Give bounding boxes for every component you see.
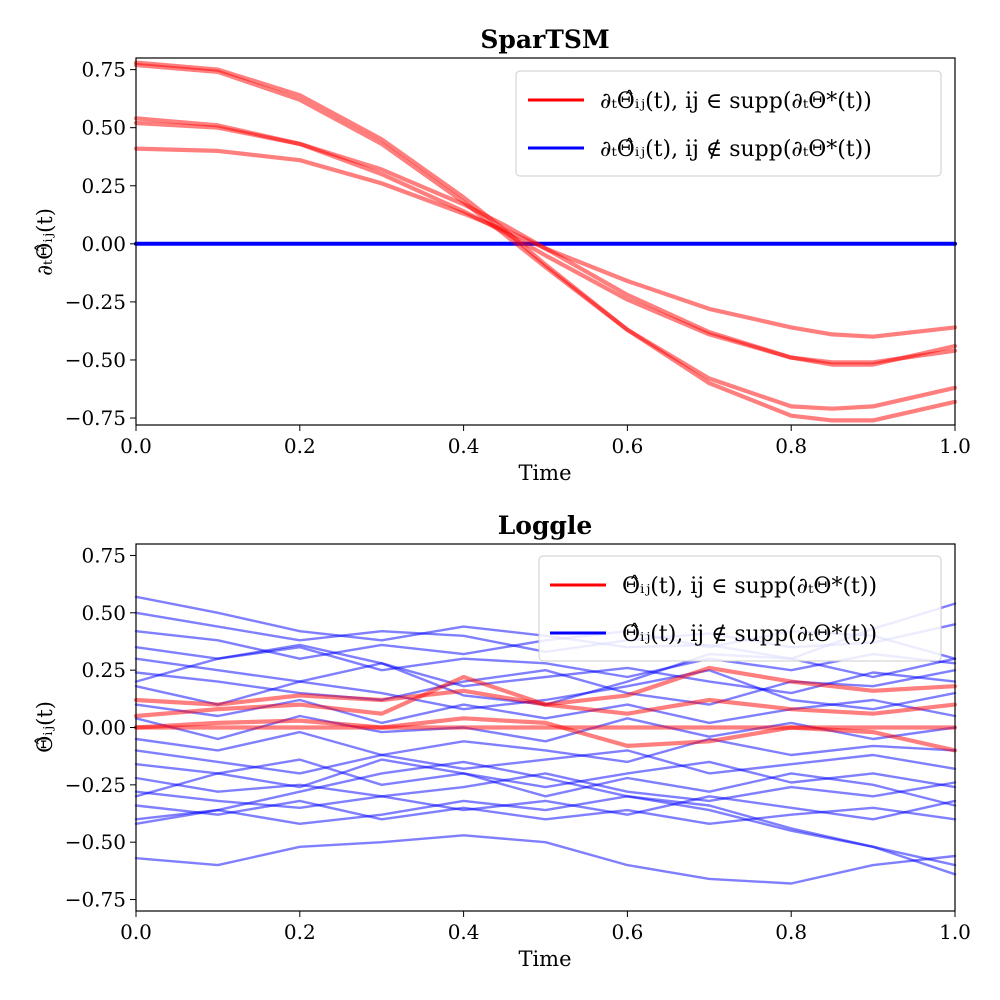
y-tick-label: 0.50: [81, 116, 126, 140]
y-tick-label: 0.00: [81, 716, 126, 740]
series-line-nonsupp-15: [134, 799, 957, 825]
plot-frame: [135, 57, 956, 426]
series-line-nonsupp-13: [134, 772, 957, 803]
y-axis-label: Θ̂ᵢⱼ(t): [33, 701, 57, 753]
sparTSM-panel: SparTSM 0.0 0.2 0.4 0.6 0.8 1.0 −0.75 −0.50 −0.2…: [33, 25, 971, 485]
y-tick-label: −0.50: [65, 348, 126, 372]
legend-label-support: ∂ₜΘ̂ᵢⱼ(t), ij ∈ supp(∂ₜΘ*(t)): [600, 89, 872, 114]
series-line-nonsupp-10: [134, 730, 957, 764]
legend: Θ̂ᵢⱼ(t), ij ∈ supp(∂ₜΘ*(t)) Θ̂ᵢⱼ(t), ij …: [538, 555, 942, 662]
y-tick-label: 0.50: [81, 601, 126, 625]
x-tick-label: 0.4: [448, 920, 480, 944]
y-tick-label: −0.50: [65, 830, 126, 854]
y-tick-label: −0.75: [65, 406, 126, 430]
y-tick-label: 0.00: [81, 232, 126, 256]
x-axis-label: Time: [518, 461, 571, 485]
series-line-nonsupp-11: [134, 749, 957, 775]
panel-title: SparTSM: [480, 25, 609, 54]
x-tick-label: 1.0: [939, 920, 971, 944]
series-layer: [133, 60, 958, 423]
series-line-nonsupp-12: [134, 758, 957, 789]
y-tick-label: −0.25: [65, 290, 126, 314]
legend-box: [515, 70, 942, 177]
series-line-supp-2: [133, 674, 958, 719]
x-tick-label: 0.6: [611, 920, 643, 944]
y-tick-label: 0.25: [81, 658, 126, 682]
panel-title: Loggle: [498, 511, 593, 540]
y-tick-label: 0.75: [81, 543, 126, 567]
series-line-nonsupp-20: [134, 758, 957, 807]
x-tick-label: 0.6: [611, 434, 643, 458]
x-tick-label: 0.0: [120, 434, 152, 458]
y-tick-label: 0.75: [81, 58, 126, 82]
legend-label-non-support: Θ̂ᵢⱼ(t), ij ∉ supp(∂ₜΘ*(t)): [622, 622, 877, 647]
y-axis-label: ∂ₜΘ̂ᵢⱼ(t): [33, 208, 57, 276]
series-line-nonsupp-17: [134, 760, 957, 876]
x-axis-label: Time: [518, 947, 571, 971]
series-line-supp-3: [133, 716, 958, 753]
series-line-nonsupp-16: [134, 795, 957, 867]
x-tick-label: 1.0: [939, 434, 971, 458]
legend-label-non-support: ∂ₜΘ̂ᵢⱼ(t), ij ∉ supp(∂ₜΘ*(t)): [600, 137, 872, 162]
x-tick-label: 0.2: [284, 434, 316, 458]
y-tick-label: 0.25: [81, 174, 126, 198]
series-line-support-2: [133, 62, 958, 411]
ticks-layer: 0.0 0.2 0.4 0.6 0.8 1.0 −0.75 −0.50 −0.25 0.00 0.2…: [65, 543, 971, 944]
y-tick-label: −0.25: [65, 773, 126, 797]
legend-label-support: Θ̂ᵢⱼ(t), ij ∈ supp(∂ₜΘ*(t)): [622, 574, 877, 599]
y-tick-label: −0.75: [65, 888, 126, 912]
series-line-nonsupp-18: [134, 834, 957, 885]
x-tick-label: 0.2: [284, 920, 316, 944]
x-tick-label: 0.8: [775, 434, 807, 458]
legend-box: [538, 555, 942, 662]
series-layer: [133, 595, 958, 885]
loggle-panel: Loggle 0.0 0.2 0.4 0.6 0.8 1.0 −0.75 −0.50 −0.25…: [33, 511, 971, 971]
x-tick-label: 0.4: [448, 434, 480, 458]
x-tick-label: 0.0: [120, 920, 152, 944]
series-line-nonsupp-7: [134, 669, 957, 711]
ticks-layer: 0.0 0.2 0.4 0.6 0.8 1.0 −0.75 −0.50 −0.25 0.00 0.2…: [65, 58, 971, 458]
x-tick-label: 0.8: [775, 920, 807, 944]
legend: ∂ₜΘ̂ᵢⱼ(t), ij ∈ supp(∂ₜΘ*(t)) ∂ₜΘ̂ᵢⱼ(t),…: [515, 70, 942, 177]
series-line-support-5: [133, 146, 958, 339]
